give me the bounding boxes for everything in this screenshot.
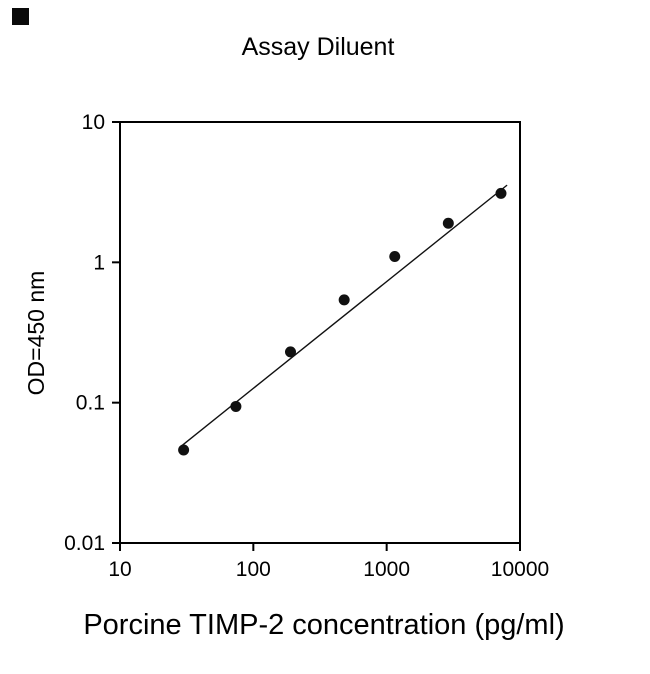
data-point	[338, 294, 350, 306]
data-point	[442, 217, 454, 229]
x-tick-label: 100	[236, 558, 271, 581]
axis-frame	[119, 121, 521, 544]
data-point	[389, 251, 401, 263]
plot-area: 10 100 1000 10000 0.01 0.1 1 10	[64, 111, 549, 581]
data-point	[495, 187, 507, 199]
x-tick-label: 10	[108, 558, 131, 581]
y-axis-title: OD=450 nm	[23, 271, 49, 396]
x-tick-label: 10000	[491, 558, 549, 581]
y-tick-label: 0.1	[76, 392, 105, 415]
chart-title: Assay Diluent	[242, 33, 395, 61]
fit-line	[179, 184, 508, 448]
y-tick-label: 10	[82, 111, 105, 134]
y-tick-label: 0.01	[64, 532, 105, 555]
x-axis-title: Porcine TIMP-2 concentration (pg/ml)	[83, 609, 564, 641]
y-tick-label: 1	[93, 251, 105, 274]
data-point	[285, 346, 297, 358]
data-point	[178, 444, 190, 456]
x-tick-label: 1000	[363, 558, 410, 581]
corner-mark	[12, 8, 29, 25]
